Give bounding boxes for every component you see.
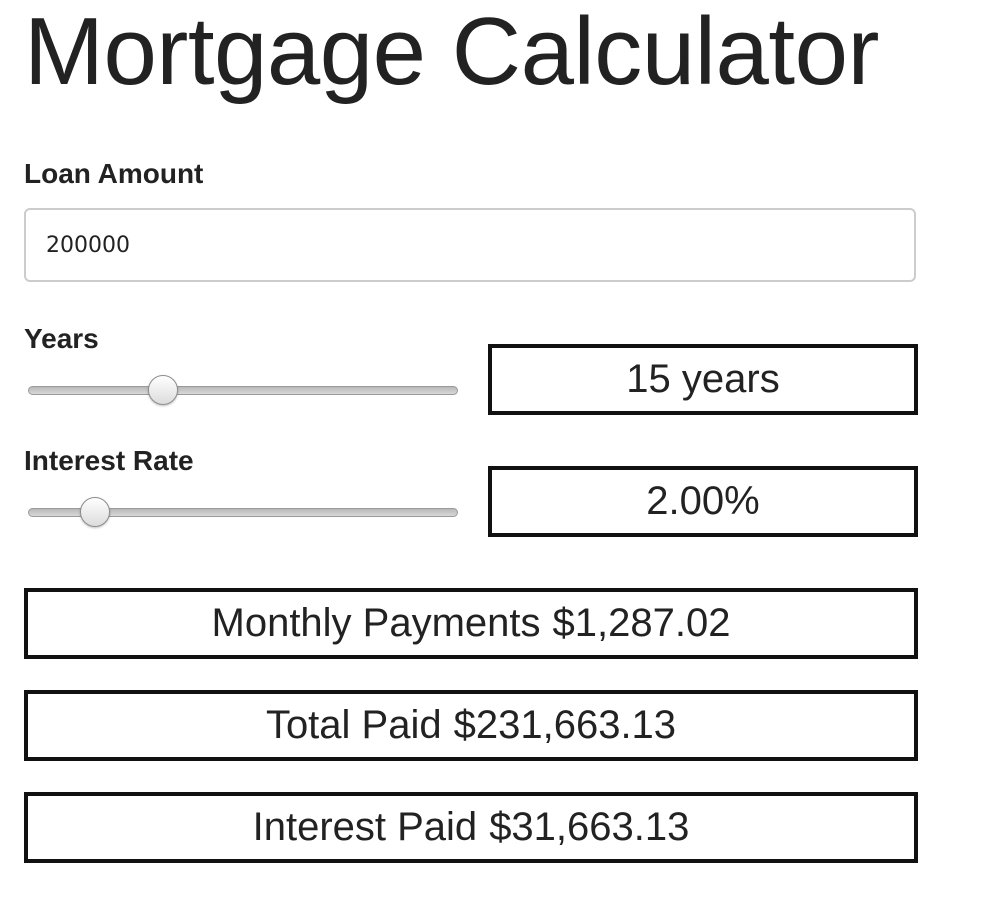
loan-amount-input[interactable] — [24, 208, 916, 282]
interest-rate-slider-thumb[interactable] — [80, 497, 110, 527]
interest-rate-slider-track[interactable] — [28, 508, 458, 517]
total-paid-value: $231,663.13 — [453, 703, 677, 747]
monthly-payments-value: $1,287.02 — [552, 601, 731, 645]
total-paid-box: Total Paid $231,663.13 — [24, 690, 918, 761]
page-title: Mortgage Calculator — [24, 0, 879, 105]
interest-paid-box: Interest Paid $31,663.13 — [24, 792, 918, 863]
years-label: Years — [24, 323, 99, 354]
total-paid-label: Total Paid — [265, 703, 442, 747]
years-slider-thumb[interactable] — [148, 375, 178, 405]
years-display-value: 15 years — [626, 357, 780, 401]
monthly-payments-box: Monthly Payments $1,287.02 — [24, 588, 918, 659]
years-slider-track[interactable] — [28, 386, 458, 395]
interest-paid-label: Interest Paid — [252, 805, 478, 849]
loan-amount-label: Loan Amount — [24, 158, 204, 189]
years-slider[interactable] — [28, 371, 458, 411]
interest-paid-value: $31,663.13 — [489, 805, 690, 849]
interest-rate-display: 2.00% — [488, 466, 918, 537]
years-display: 15 years — [488, 344, 918, 415]
interest-rate-display-value: 2.00% — [646, 479, 760, 523]
monthly-payments-label: Monthly Payments — [211, 601, 541, 645]
interest-rate-slider[interactable] — [28, 493, 458, 533]
interest-rate-label: Interest Rate — [24, 445, 194, 476]
